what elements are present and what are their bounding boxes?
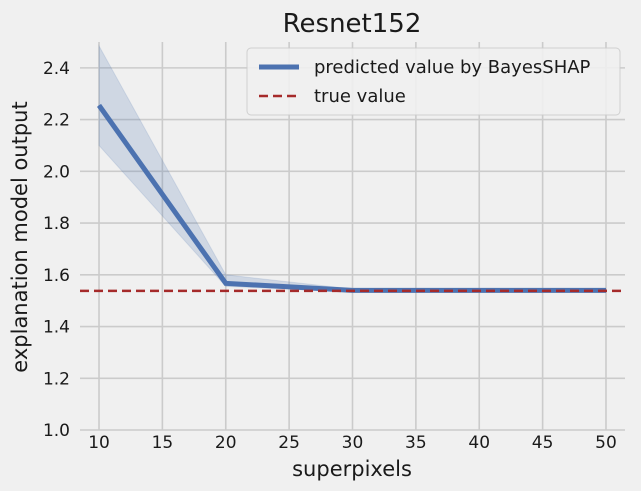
x-tick-label-35: 35 — [405, 433, 427, 453]
y-tick-label-0: 1.0 — [43, 421, 70, 441]
x-tick-label-15: 15 — [152, 433, 174, 453]
data-point-20 — [225, 282, 227, 284]
y-tick-label-4: 1.8 — [43, 214, 70, 234]
legend: predicted value by BayesSHAP true value — [246, 47, 621, 116]
y-tick-label-1: 1.2 — [43, 369, 70, 389]
x-tick-label-10: 10 — [88, 433, 110, 453]
tick-labels: 10 15 20 25 30 35 40 45 50 1.0 1.2 1.4 1.6 1.8 2.0 2.2 2… — [43, 59, 617, 453]
x-tick-label-25: 25 — [278, 433, 300, 453]
y-tick-label-7: 2.4 — [43, 59, 70, 79]
y-tick-label-6: 2.2 — [43, 111, 70, 131]
x-axis-label: superpixels — [292, 457, 412, 481]
data-point-10 — [98, 104, 100, 106]
legend-label-predicted: predicted value by BayesSHAP — [314, 57, 591, 78]
x-tick-label-20: 20 — [215, 433, 237, 453]
x-tick-label-50: 50 — [595, 433, 617, 453]
legend-box — [246, 47, 621, 116]
y-axis-label: explanation model output — [8, 101, 32, 372]
x-tick-label-40: 40 — [468, 433, 490, 453]
x-tick-label-45: 45 — [532, 433, 554, 453]
x-tick-label-30: 30 — [342, 433, 364, 453]
y-tick-label-2: 1.4 — [43, 318, 70, 338]
y-tick-label-3: 1.6 — [43, 266, 70, 286]
y-tick-label-5: 2.0 — [43, 162, 70, 182]
series-layer — [80, 103, 625, 293]
legend-label-true-value: true value — [314, 86, 406, 107]
chart-title: Resnet152 — [283, 9, 422, 39]
